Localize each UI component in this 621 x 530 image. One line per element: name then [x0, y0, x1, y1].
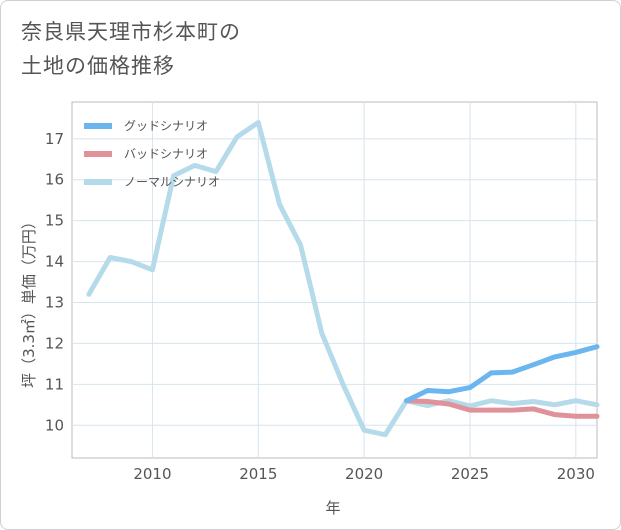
y-tick-label: 16: [45, 171, 64, 189]
series-line-good: [404, 344, 600, 404]
x-tick-label: 2020: [345, 465, 383, 483]
series-lines: [86, 120, 600, 438]
series-line-normal: [86, 120, 600, 438]
y-tick-label: 13: [45, 294, 64, 312]
chart-title: 奈良県天理市杉本町の 土地の価格推移: [21, 15, 241, 83]
y-tick-label: 10: [45, 416, 64, 434]
legend-label-bad: バッドシナリオ: [124, 147, 208, 161]
x-axis-label: 年: [325, 499, 340, 517]
y-tick-label: 15: [45, 212, 64, 230]
x-tick-label: 2015: [239, 465, 277, 483]
legend-label-good: グッドシナリオ: [124, 119, 208, 133]
grid-lines: [72, 102, 597, 458]
x-axis-ticks: 2010 2015 2020 2025 2030: [133, 465, 595, 483]
chart-title-line2: 土地の価格推移: [21, 54, 175, 78]
series-line-bad: [404, 398, 600, 419]
y-tick-label: 14: [45, 253, 64, 271]
x-tick-label: 2025: [451, 465, 489, 483]
plot-area: [71, 101, 598, 459]
x-tick-label: 2030: [557, 465, 595, 483]
x-tick-label: 2010: [133, 465, 171, 483]
chart-title-line1: 奈良県天理市杉本町の: [21, 20, 241, 44]
y-axis-label: 坪（3.3㎡）単価（万円）: [20, 214, 38, 388]
y-axis-ticks: 10 11 12 13 14 15 16 17: [45, 130, 64, 434]
y-tick-label: 12: [45, 334, 64, 352]
y-tick-label: 11: [45, 375, 64, 393]
legend-label-normal: ノーマルシナリオ: [124, 175, 220, 189]
y-tick-label: 17: [45, 130, 64, 148]
